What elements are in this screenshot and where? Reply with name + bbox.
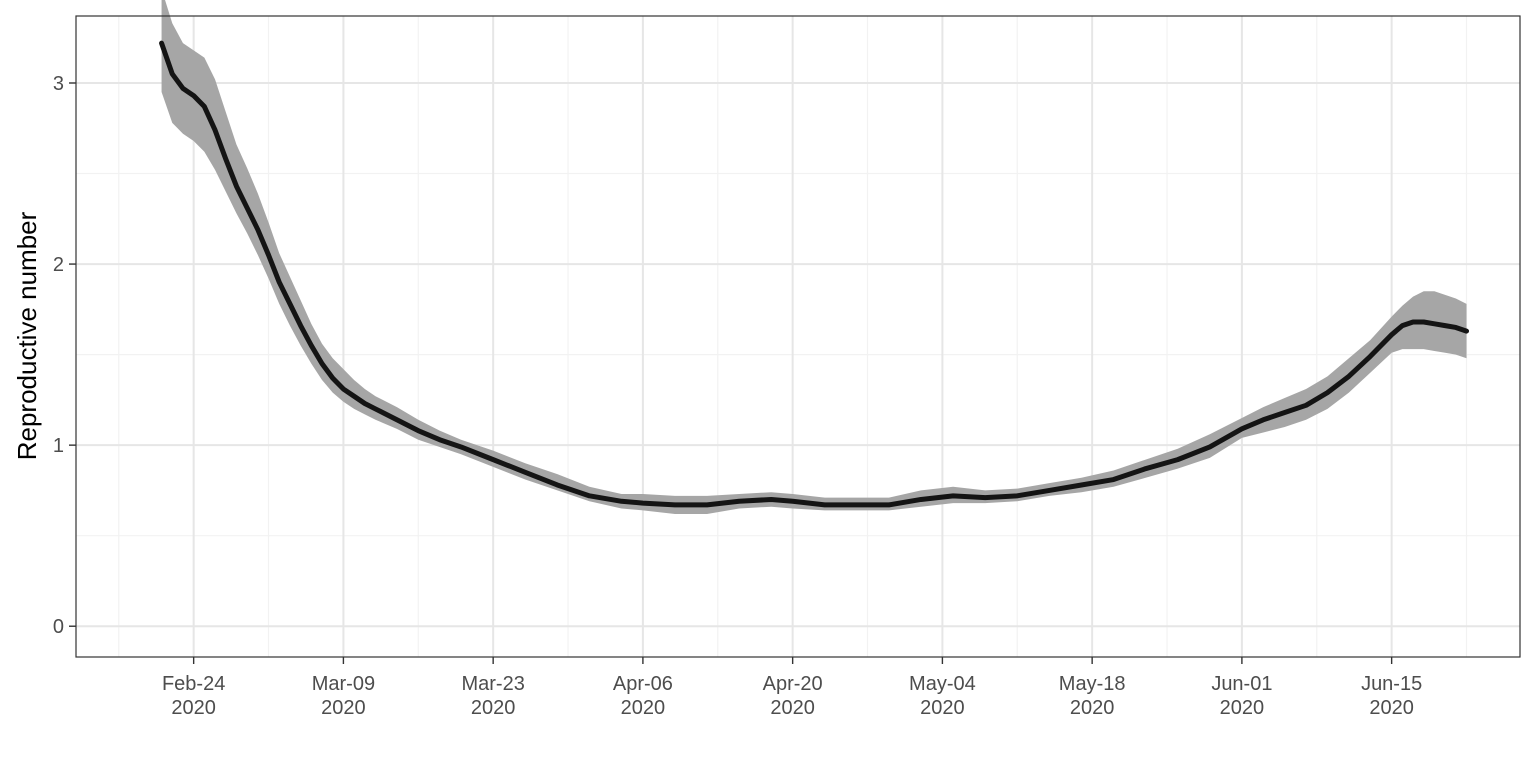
x-tick-label: Mar-09 2020 xyxy=(312,673,375,719)
x-tick-label-year: 2020 xyxy=(621,697,666,719)
x-tick-label: May-18 2020 xyxy=(1059,673,1126,719)
x-tick-label-year: 2020 xyxy=(1220,697,1265,719)
y-axis: 0 1 2 3 xyxy=(53,73,76,638)
x-tick-label: Mar-23 2020 xyxy=(461,673,524,719)
y-tick-label: 1 xyxy=(53,435,64,457)
y-tick-label: 3 xyxy=(53,73,64,95)
x-tick-label-date: Mar-23 xyxy=(461,673,524,695)
x-tick-label-year: 2020 xyxy=(321,697,366,719)
panel-border xyxy=(75,15,1521,658)
x-tick-label-date: May-04 xyxy=(909,673,976,695)
x-tick-label-date: Mar-09 xyxy=(312,673,375,695)
x-tick-label: Jun-01 2020 xyxy=(1211,673,1272,719)
y-axis-title: Reproductive number xyxy=(12,211,42,460)
x-tick-label: Apr-06 2020 xyxy=(613,673,673,719)
x-tick-label-year: 2020 xyxy=(1070,697,1115,719)
x-tick-label-date: Jun-01 xyxy=(1211,673,1272,695)
x-tick-label-year: 2020 xyxy=(770,697,815,719)
x-tick-label-date: May-18 xyxy=(1059,673,1126,695)
y-tick-label: 0 xyxy=(53,616,64,638)
estimate-line xyxy=(159,40,1470,508)
x-tick-label-year: 2020 xyxy=(920,697,965,719)
x-tick-label: Apr-20 2020 xyxy=(763,673,823,719)
plot-panel xyxy=(76,16,1520,657)
x-tick-label-date: Feb-24 xyxy=(162,673,225,695)
x-tick-label: May-04 2020 xyxy=(909,673,976,719)
x-tick-label-year: 2020 xyxy=(471,697,516,719)
x-tick-label-year: 2020 xyxy=(171,697,216,719)
x-tick-label-year: 2020 xyxy=(1369,697,1414,719)
x-tick-label-date: Jun-15 xyxy=(1361,673,1422,695)
x-tick-label: Feb-24 2020 xyxy=(162,673,225,719)
x-tick-label-date: Apr-20 xyxy=(763,673,823,695)
y-tick-label: 2 xyxy=(53,254,64,276)
x-tick-label: Jun-15 2020 xyxy=(1361,673,1422,719)
x-tick-label-date: Apr-06 xyxy=(613,673,673,695)
